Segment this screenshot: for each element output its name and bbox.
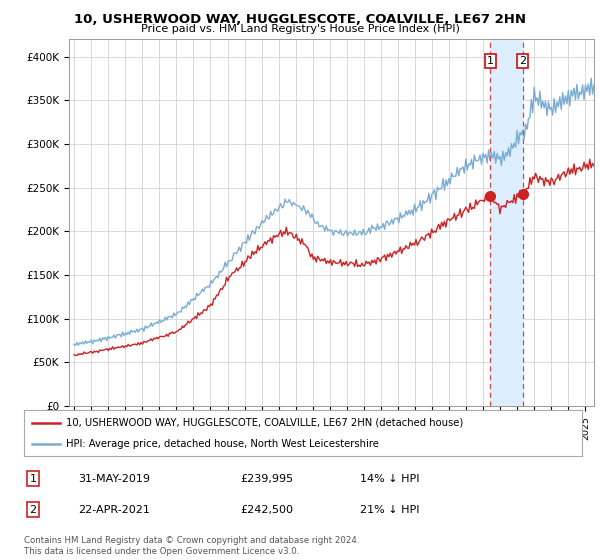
Text: 2: 2 (519, 56, 526, 66)
Bar (490, 39, 523, 406)
Text: 1: 1 (487, 56, 494, 66)
Text: £239,995: £239,995 (240, 474, 293, 484)
Text: Contains HM Land Registry data © Crown copyright and database right 2024.
This d: Contains HM Land Registry data © Crown c… (24, 536, 359, 556)
Text: 14% ↓ HPI: 14% ↓ HPI (360, 474, 419, 484)
Text: 31-MAY-2019: 31-MAY-2019 (78, 474, 150, 484)
Text: 22-APR-2021: 22-APR-2021 (78, 505, 150, 515)
Text: 21% ↓ HPI: 21% ↓ HPI (360, 505, 419, 515)
Text: 1: 1 (29, 474, 37, 484)
Text: HPI: Average price, detached house, North West Leicestershire: HPI: Average price, detached house, Nort… (66, 439, 379, 449)
Text: Price paid vs. HM Land Registry's House Price Index (HPI): Price paid vs. HM Land Registry's House … (140, 24, 460, 34)
Text: 10, USHERWOOD WAY, HUGGLESCOTE, COALVILLE, LE67 2HN (detached house): 10, USHERWOOD WAY, HUGGLESCOTE, COALVILL… (66, 418, 463, 428)
Text: £242,500: £242,500 (240, 505, 293, 515)
Text: 10, USHERWOOD WAY, HUGGLESCOTE, COALVILLE, LE67 2HN: 10, USHERWOOD WAY, HUGGLESCOTE, COALVILL… (74, 13, 526, 26)
Text: 2: 2 (29, 505, 37, 515)
